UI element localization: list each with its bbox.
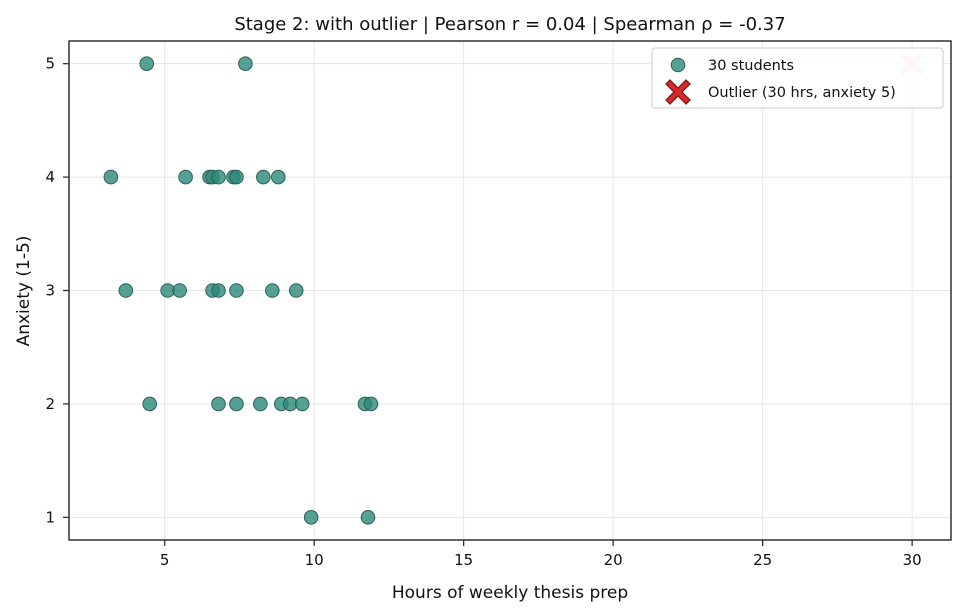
x-axis-label: Hours of weekly thesis prep: [392, 583, 628, 603]
legend-box: [651, 47, 944, 109]
x-tick-label: 15: [454, 551, 473, 569]
x-tick-label: 25: [753, 551, 772, 569]
student-point: [211, 169, 226, 185]
x-tick-label: 10: [305, 551, 324, 569]
student-point: [270, 169, 286, 185]
student-point: [360, 510, 376, 525]
student-point: [229, 283, 244, 298]
legend: 30 students Outlier (30 hrs, anxiety 5): [651, 47, 944, 109]
x-tick-label: 30: [903, 551, 922, 569]
student-point: [294, 396, 310, 412]
y-tick-label: 5: [45, 55, 55, 73]
student-point: [253, 396, 268, 412]
student-point: [229, 169, 244, 185]
student-point: [211, 283, 226, 298]
student-point: [103, 169, 119, 185]
y-tick-label: 4: [45, 168, 55, 186]
y-tick-label: 2: [45, 395, 55, 413]
x-tick-label: 20: [604, 551, 623, 569]
chart-title: Stage 2: with outlier | Pearson r = 0.04…: [234, 14, 785, 35]
grid: [69, 41, 951, 540]
student-point: [238, 56, 253, 71]
student-point: [178, 169, 193, 185]
student-point: [265, 283, 280, 298]
legend-marker-outlier: [665, 79, 691, 105]
x-axis-ticks: 5 10 15 20 25 30: [160, 540, 922, 569]
student-point: [363, 396, 379, 412]
legend-label-students: 30 students: [708, 58, 794, 74]
legend-label-outlier: Outlier (30 hrs, anxiety 5): [708, 85, 896, 101]
student-point: [139, 56, 155, 71]
student-point: [118, 283, 134, 298]
student-point: [229, 396, 244, 412]
student-point: [172, 283, 187, 298]
y-axis-label: Anxiety (1-5): [14, 236, 34, 347]
x-tick-label: 5: [160, 551, 170, 569]
student-point: [303, 510, 319, 525]
student-point: [288, 283, 304, 298]
y-tick-label: 3: [45, 282, 55, 300]
data-points: [103, 51, 925, 525]
student-point: [211, 396, 226, 412]
student-point: [256, 169, 271, 185]
legend-marker-students: [670, 57, 686, 73]
y-axis-ticks: 1 2 3 4 5: [45, 55, 69, 526]
student-point: [142, 396, 158, 412]
y-tick-label: 1: [45, 508, 55, 526]
